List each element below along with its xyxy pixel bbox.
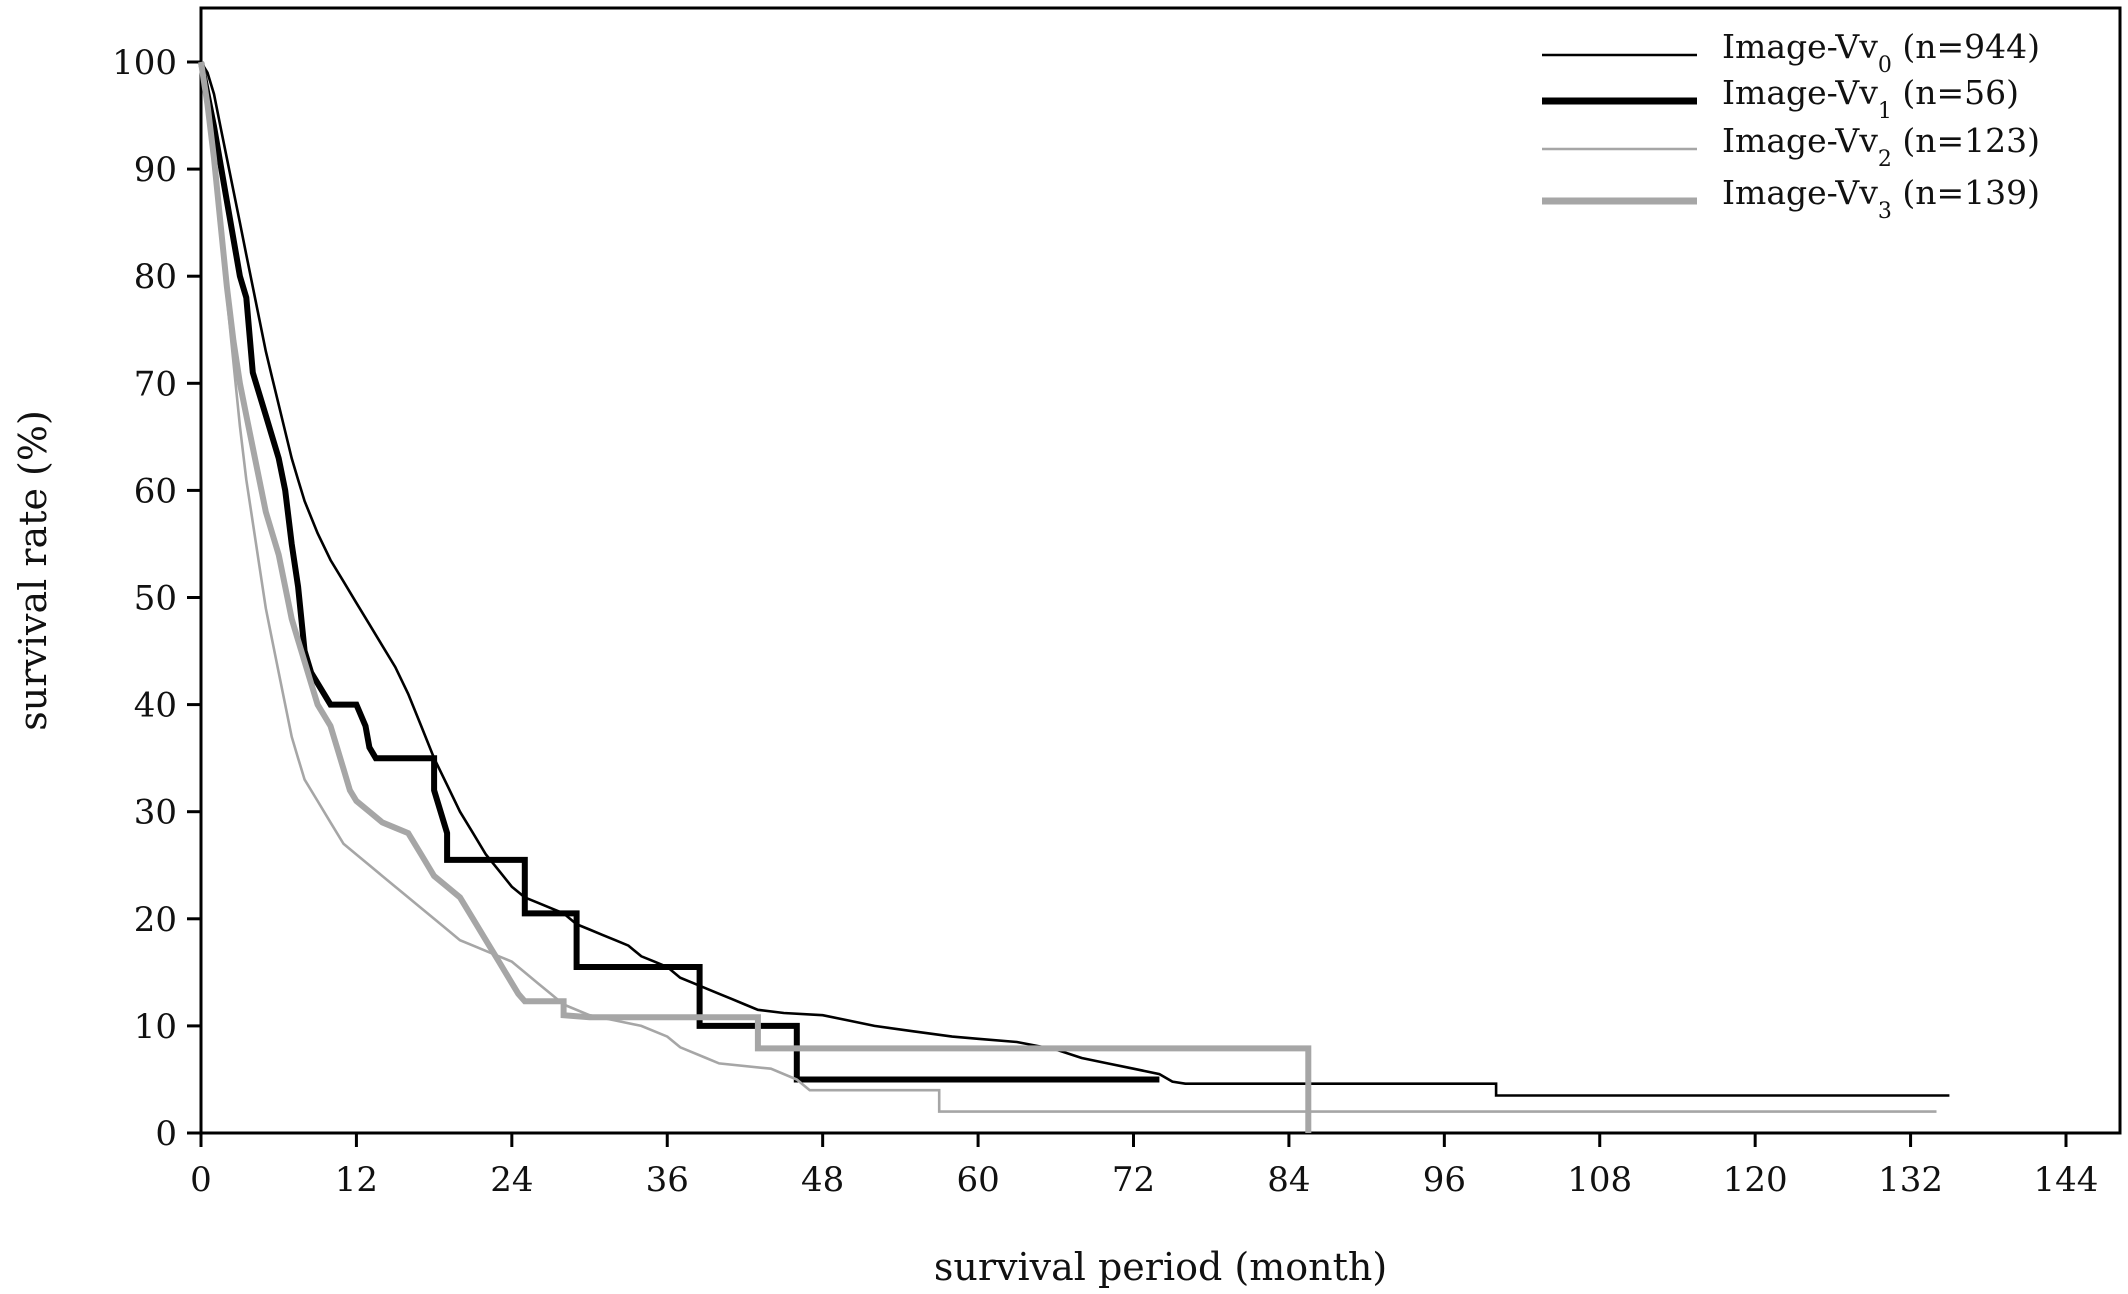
- legend-label-0: Image-Vv0 (n=944): [1722, 27, 2040, 78]
- y-tick-label: 40: [134, 686, 177, 726]
- legend-label-3: Image-Vv3 (n=139): [1722, 173, 2040, 224]
- x-tick-label: 144: [2034, 1160, 2099, 1200]
- legend-label-subscript: 3: [1878, 199, 1892, 224]
- legend-label-subscript: 1: [1878, 99, 1892, 124]
- x-tick-label: 72: [1112, 1160, 1155, 1200]
- x-tick-label: 120: [1723, 1160, 1788, 1200]
- legend-label-main: Image-Vv: [1722, 27, 1878, 66]
- y-tick-label: 30: [134, 793, 177, 833]
- x-tick-label: 96: [1423, 1160, 1466, 1200]
- y-axis-label: survival rate (%): [11, 410, 55, 731]
- series-layer: [198, 61, 1950, 1133]
- y-tick-label: 90: [134, 150, 177, 190]
- y-tick-label: 20: [134, 900, 177, 940]
- plot-frame: [199, 6, 2122, 1135]
- axis-ticks: 0 12 24 36 48 60 72 84 96 108 120 132 14401020304050…: [112, 43, 2098, 1200]
- legend: Image-Vv0 (n=944)Image-Vv1 (n=56)Image-V…: [1542, 27, 2040, 224]
- legend-label-count: (n=944): [1892, 27, 2040, 66]
- series-line-0: [199, 61, 1950, 1097]
- x-tick-label: 132: [1878, 1160, 1943, 1200]
- y-tick-label: 10: [134, 1007, 177, 1047]
- series-line-3: [198, 61, 1312, 1133]
- legend-label-count: (n=56): [1892, 73, 2019, 112]
- x-tick-label: 48: [801, 1160, 844, 1200]
- y-tick-label: 70: [134, 364, 177, 404]
- legend-label-count: (n=123): [1892, 121, 2040, 160]
- series-line-1: [198, 61, 1160, 1083]
- y-tick-label: 60: [134, 471, 177, 511]
- y-tick-label: 100: [112, 43, 177, 83]
- legend-label-subscript: 2: [1878, 147, 1892, 172]
- y-tick-label: 80: [134, 257, 177, 297]
- x-tick-label: 60: [956, 1160, 999, 1200]
- x-tick-label: 84: [1267, 1160, 1310, 1200]
- legend-label-count: (n=139): [1892, 173, 2040, 212]
- x-tick-label: 0: [190, 1160, 212, 1200]
- x-tick-label: 36: [646, 1160, 689, 1200]
- legend-label-main: Image-Vv: [1722, 173, 1878, 212]
- x-tick-label: 108: [1567, 1160, 1632, 1200]
- x-tick-label: 12: [335, 1160, 378, 1200]
- y-tick-label: 50: [134, 579, 177, 619]
- x-tick-label: 24: [490, 1160, 533, 1200]
- legend-label-main: Image-Vv: [1722, 73, 1878, 112]
- x-axis-label: survival period (month): [934, 1245, 1387, 1289]
- y-tick-label: 0: [155, 1114, 177, 1154]
- legend-label-main: Image-Vv: [1722, 121, 1878, 160]
- legend-label-subscript: 0: [1878, 53, 1892, 78]
- series-line-2: [199, 61, 1937, 1113]
- legend-label-2: Image-Vv2 (n=123): [1722, 121, 2040, 172]
- legend-label-1: Image-Vv1 (n=56): [1722, 73, 2019, 124]
